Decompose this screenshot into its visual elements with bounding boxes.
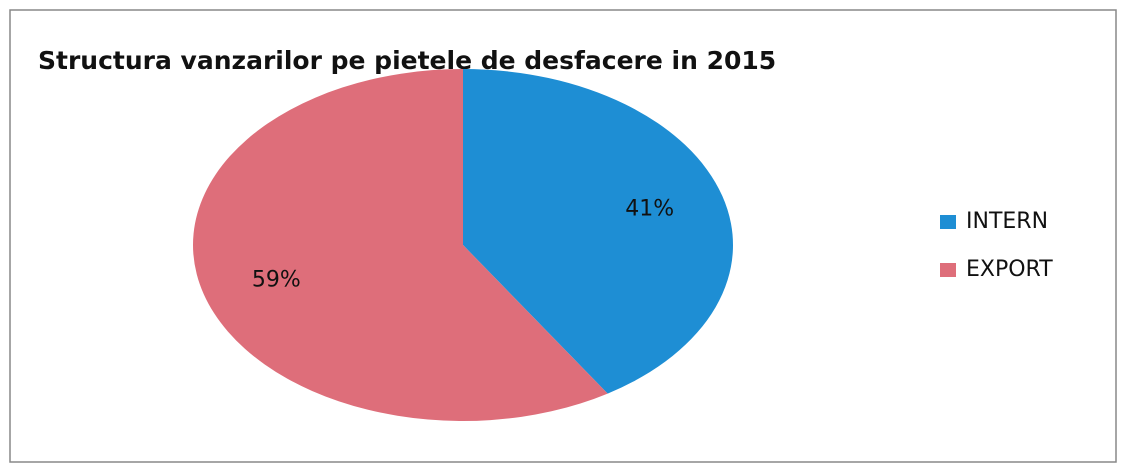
legend-label: EXPORT — [966, 257, 1053, 282]
pie-slice — [463, 69, 733, 394]
legend-label: INTERN — [966, 209, 1048, 234]
data-label: 59% — [252, 267, 301, 292]
pie-slice — [192, 69, 608, 421]
legend-swatch — [940, 215, 956, 229]
data-label: 41% — [625, 197, 674, 222]
legend-swatch — [940, 263, 956, 277]
chart-title: Structura vanzarilor pe pietele de desfa… — [38, 46, 776, 75]
